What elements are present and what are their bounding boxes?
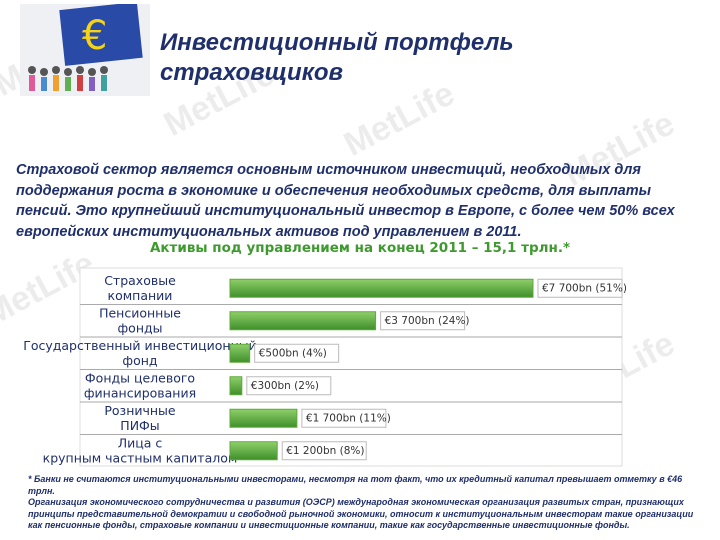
category-label: Пенсионные фонды — [99, 305, 181, 335]
category-label: Государственный инвестиционный фонд — [23, 337, 257, 367]
category-label: Розничные ПИФы — [104, 402, 176, 432]
value-label: €1 700bn (11%) — [306, 412, 391, 424]
value-label-box — [254, 343, 340, 363]
footnote: * Банки не считаются институциональными … — [28, 474, 698, 532]
category-line: крупным частным капиталом — [43, 450, 238, 465]
value-label-box — [246, 376, 332, 396]
value-label-box — [380, 311, 466, 331]
value-label: €500bn (4%) — [259, 347, 327, 359]
chart-panel — [79, 267, 623, 467]
chart-title: Активы под управлением на конец 2011 – 1… — [149, 240, 571, 256]
category-line: Лица с — [118, 435, 163, 450]
category-line: Страховые — [104, 272, 176, 287]
bar — [229, 278, 534, 298]
value-label-box — [301, 408, 387, 428]
category-line: фонды — [117, 320, 162, 335]
category-label: Лица с крупным частным капиталом — [43, 435, 238, 465]
bar — [229, 376, 243, 396]
slide-title: Инвестиционный портфель страховщиков — [160, 29, 514, 86]
flag-image: € — [20, 4, 150, 96]
category-line: финансирования — [84, 385, 196, 400]
bar — [229, 441, 278, 461]
footnote-line: Организация экономического сотрудничеств… — [28, 497, 694, 530]
value-label-box — [537, 278, 623, 298]
category-line: Фонды целевого — [85, 370, 195, 385]
bar — [229, 408, 298, 428]
svg-text:€: € — [82, 13, 107, 59]
category-line: Государственный инвестиционный — [23, 337, 257, 352]
value-label: €1 200bn (8%) — [286, 445, 364, 457]
category-line: компании — [108, 287, 173, 302]
value-label-box — [281, 441, 367, 461]
category-line: Розничные — [104, 402, 176, 417]
category-line: ПИФы — [120, 417, 159, 432]
category-label: Фонды целевого финансирования — [84, 370, 196, 400]
intro-text: Страховой сектор является основным источ… — [16, 162, 675, 240]
category-line: фонд — [122, 352, 157, 367]
category-line: Пенсионные — [99, 305, 181, 320]
value-label: €300bn (2%) — [251, 380, 319, 392]
value-label: €7 700bn (51%) — [542, 282, 627, 294]
footnote-line: * Банки не считаются институциональными … — [28, 474, 683, 496]
category-label: Страховые компании — [104, 272, 176, 302]
bar — [229, 343, 251, 363]
bar — [229, 311, 377, 331]
value-label: €3 700bn (24%) — [385, 315, 470, 327]
